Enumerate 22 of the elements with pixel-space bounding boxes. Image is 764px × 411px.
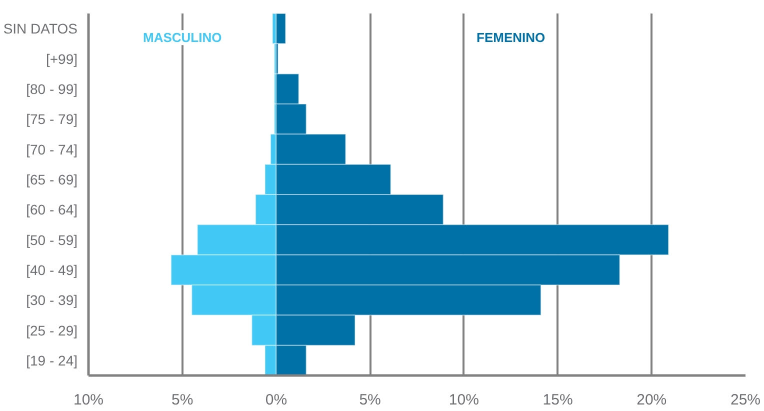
y-tick-label: [65 - 69] <box>26 171 78 188</box>
y-tick-label: [80 - 99] <box>26 80 78 97</box>
y-tick-label: [60 - 64] <box>26 202 78 218</box>
text: FEMENINO <box>476 30 546 46</box>
text: MASCULINO <box>143 30 222 46</box>
y-tick-label: [40 - 49] <box>26 262 78 278</box>
x-tick-label: 10% <box>73 392 104 408</box>
y-tick-label: [30 - 39] <box>26 292 78 308</box>
y-tick-label: [50 - 59] <box>26 232 78 248</box>
x-tick-label: 15% <box>542 392 573 408</box>
x-tick-label: 5% <box>172 392 194 408</box>
y-tick-label: [25 - 29] <box>26 322 78 338</box>
x-tick-label: 20% <box>636 392 667 408</box>
y-tick-label: [+99] <box>46 50 78 67</box>
y-tick-label: [75 - 79] <box>26 111 78 128</box>
y-tick-label: [70 - 74] <box>26 141 78 158</box>
y-tick-label: [19 - 24] <box>26 352 78 368</box>
x-tick-label: 25% <box>730 392 761 408</box>
x-tick-label: 5% <box>359 392 381 408</box>
y-tick-label: SIN DATOS <box>3 20 78 37</box>
x-tick-label: 10% <box>448 392 479 408</box>
x-tick-label: 0% <box>265 392 288 408</box>
